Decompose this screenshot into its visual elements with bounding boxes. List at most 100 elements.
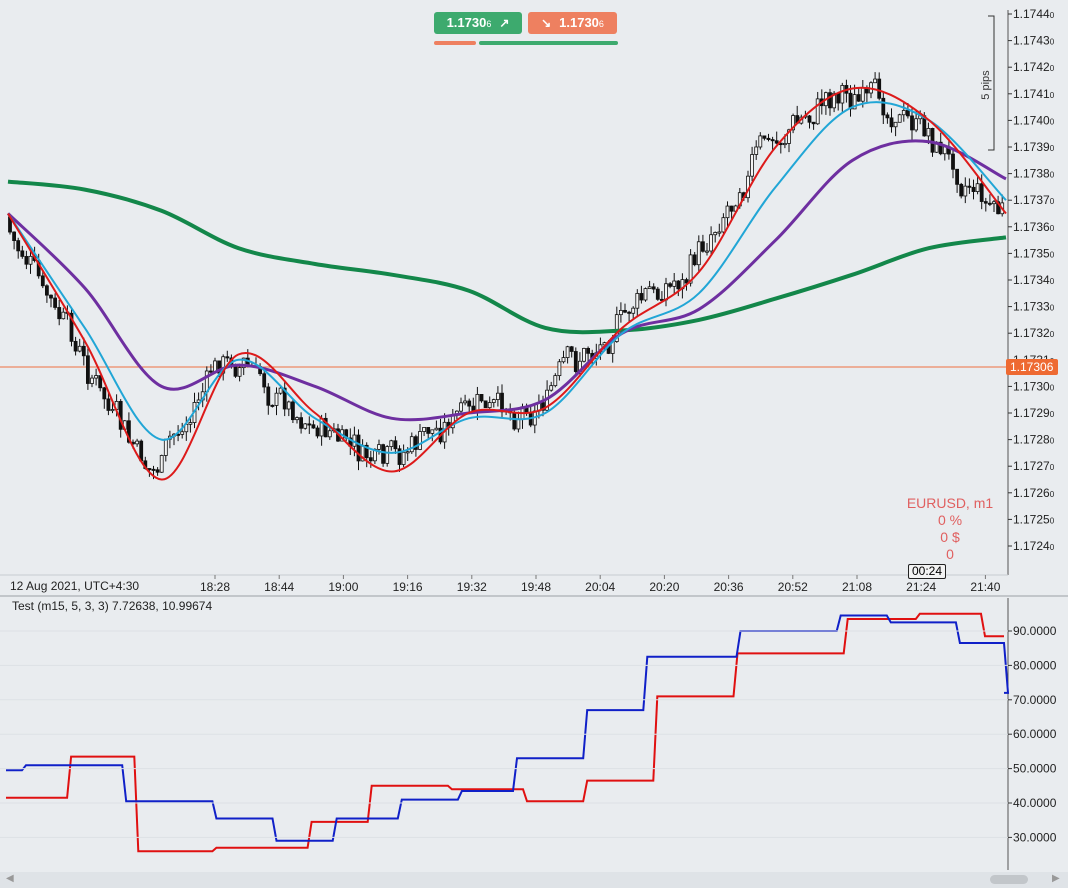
price-tick-pipette: 0 (1050, 277, 1055, 286)
candle (676, 280, 681, 297)
candle (495, 386, 500, 407)
candle (98, 375, 103, 392)
candle (20, 245, 25, 259)
candle (286, 400, 291, 417)
candle (434, 420, 439, 431)
candle (725, 201, 730, 228)
indicator-tick-label: 40.0000 (1013, 796, 1057, 810)
price-tick-pipette: 0 (1050, 64, 1055, 73)
arrow-up-right-icon: ↗ (499, 16, 510, 30)
candle (811, 121, 816, 130)
candle (208, 364, 213, 374)
candle (701, 234, 705, 253)
candle (102, 386, 107, 409)
candle (155, 467, 160, 476)
arrow-down-right-icon: ↘ (541, 16, 552, 30)
candle (61, 307, 66, 320)
candle (491, 398, 496, 408)
candle (12, 231, 17, 250)
price-tick-pipette: 0 (1050, 516, 1055, 525)
candle (73, 336, 78, 356)
price-tick-pipette: 0 (1050, 490, 1055, 499)
candle (750, 146, 754, 182)
price-tick-label: 1.17320 (1013, 326, 1055, 340)
ma-line-green (7, 179, 1007, 335)
candle (672, 273, 677, 294)
candle (303, 422, 308, 430)
candle (762, 135, 767, 141)
time-tick-label: 18:28 (200, 580, 230, 594)
candle (409, 432, 414, 454)
price-tick-label: 1.17420 (1013, 60, 1055, 74)
candle (393, 436, 398, 454)
price-tick-label: 1.17440 (1013, 7, 1055, 21)
symbol-info-title: EURUSD, m1 (906, 495, 994, 511)
candle (299, 412, 304, 434)
price-tick-pipette: 0 (1050, 38, 1055, 47)
candle (549, 381, 554, 392)
candle (426, 427, 431, 439)
scroll-left-icon[interactable]: ◀ (6, 873, 14, 884)
candle (422, 427, 427, 437)
candle (573, 347, 578, 377)
candle (569, 345, 574, 358)
symbol-info-count: 0 (946, 546, 954, 562)
buy-button[interactable]: 1.17306 ↗ (434, 12, 522, 34)
candle (635, 289, 640, 318)
indicator-tick-label: 30.0000 (1013, 830, 1057, 844)
candle (459, 397, 463, 414)
price-tick-label: 1.17360 (1013, 220, 1055, 234)
candle (889, 108, 894, 133)
time-tick-label: 18:44 (264, 580, 294, 594)
time-tick-label: 19:16 (393, 580, 423, 594)
candle (815, 91, 820, 125)
candle (619, 302, 623, 323)
candle (24, 250, 29, 270)
sell-button[interactable]: ↘ 1.17306 (528, 12, 617, 34)
candle (729, 205, 734, 220)
candle (467, 398, 472, 414)
price-tick-pipette: 0 (1050, 144, 1055, 153)
candle (430, 429, 435, 442)
indicator-tick-label: 60.0000 (1013, 727, 1057, 741)
candle (647, 280, 652, 290)
price-tick-label: 1.17300 (1013, 379, 1055, 393)
price-tick-pipette: 0 (1050, 463, 1055, 472)
candle (557, 359, 562, 381)
sell-price-pipette: 6 (598, 19, 604, 29)
time-tick-label: 21:40 (970, 580, 1000, 594)
price-tick-label: 1.17240 (1013, 539, 1055, 553)
scrollbar-thumb[interactable] (990, 875, 1028, 884)
price-tick-pipette: 0 (1050, 304, 1055, 313)
current-price-tag: 1.17306 (1006, 359, 1059, 375)
pips-label: 5 pips (980, 70, 992, 100)
price-tick-pipette: 0 (1050, 250, 1055, 259)
candle (877, 72, 882, 101)
candle (754, 140, 759, 160)
candle (479, 394, 484, 403)
indicator-tick-label: 90.0000 (1013, 624, 1057, 638)
candle (955, 168, 959, 193)
candle (180, 422, 185, 439)
scroll-right-icon[interactable]: ▶ (1052, 873, 1060, 884)
price-tick-pipette: 0 (1050, 410, 1055, 419)
candle (655, 286, 660, 301)
horizontal-scrollbar[interactable] (0, 872, 1068, 888)
indicator-axis-labels: 90.0000 80.0000 70.0000 60.0000 50.0000 40.00… (0, 624, 1057, 844)
candle (266, 383, 271, 415)
timezone-label: 12 Aug 2021, UTC+4:30 (10, 579, 140, 593)
candle (959, 182, 964, 199)
candle (57, 299, 62, 326)
candle (315, 425, 320, 439)
candle (389, 439, 394, 451)
candle (840, 82, 845, 112)
candle (282, 380, 287, 417)
candle (94, 368, 98, 386)
candle (45, 284, 49, 303)
moving-average-lines (6, 86, 1007, 481)
candle (401, 444, 406, 468)
indicator-title: Test (m15, 5, 3, 3) 7.72638, 10.99674 (12, 599, 213, 613)
price-tick-pipette: 0 (1050, 197, 1055, 206)
